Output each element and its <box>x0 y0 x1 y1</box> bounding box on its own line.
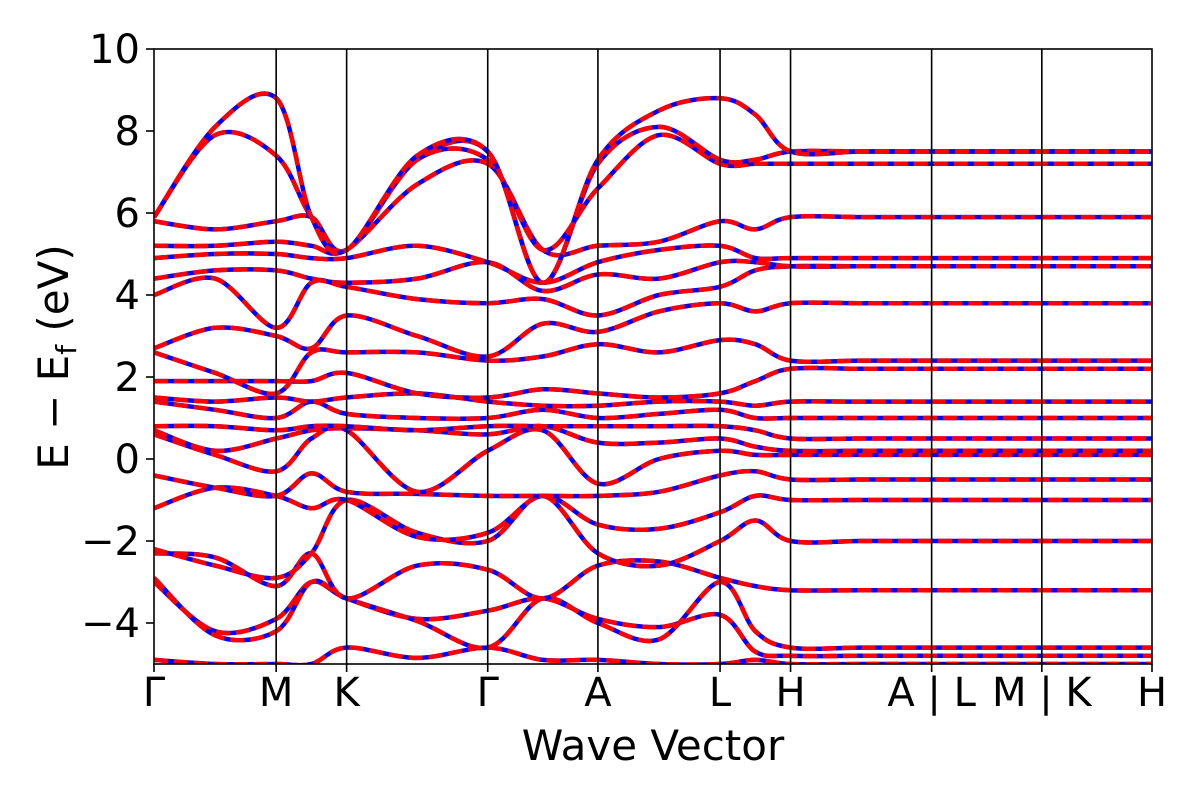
x-tick-label: Γ <box>143 670 166 716</box>
band-22-spin-up <box>154 91 1152 285</box>
y-axis-title-subscript: f <box>50 344 83 355</box>
y-tick-label: 4 <box>115 273 140 319</box>
y-tick-label: 8 <box>115 109 140 155</box>
y-ticks-layer: 10 8 6 4 2 0 −2 −4 <box>81 27 154 647</box>
bands-layer <box>154 91 1152 664</box>
band-15-spin-down <box>154 300 1152 359</box>
band-14-spin-down <box>154 337 1152 397</box>
band-6-spin-up <box>154 485 1152 543</box>
y-tick-label: 2 <box>115 355 140 401</box>
band-4-spin-down <box>154 551 1152 601</box>
x-tick-label: M | K <box>992 670 1093 716</box>
x-tick-label: K <box>334 670 362 716</box>
y-axis-title-main: E − E <box>29 355 78 470</box>
band-18-spin-down <box>154 243 1152 285</box>
band-13-spin-down <box>154 365 1152 400</box>
x-tick-label: M <box>259 670 294 716</box>
y-tick-label: −2 <box>81 519 140 565</box>
band-7-spin-down <box>154 468 1152 499</box>
band-12-spin-down <box>154 391 1152 409</box>
band-2-spin-down <box>154 579 1152 659</box>
band-19-spin-down <box>154 158 1152 258</box>
x-tick-label: A | L <box>887 670 976 716</box>
band-9-spin-down <box>154 423 1152 454</box>
kpoint-lines-layer <box>275 49 1043 664</box>
y-axis-title-unit: (eV) <box>29 244 78 345</box>
band-6-spin-down <box>154 485 1152 543</box>
band-8-spin-down <box>154 424 1152 495</box>
y-tick-label: 6 <box>115 191 140 237</box>
band-17-spin-down <box>154 258 1152 294</box>
band-5-spin-down <box>154 493 1152 581</box>
band-3-spin-down <box>154 576 1152 652</box>
y-tick-label: 0 <box>115 437 140 483</box>
band-10-spin-down <box>154 423 1152 442</box>
x-axis-title: Wave Vector <box>522 721 785 770</box>
x-tick-label: A <box>584 670 612 716</box>
x-tick-label: H <box>1137 670 1167 716</box>
plot-frame <box>153 48 1153 665</box>
y-tick-label: 10 <box>89 27 140 73</box>
x-tick-label: Γ <box>477 670 500 716</box>
x-tick-label: H <box>776 670 806 716</box>
y-tick-label: −4 <box>81 601 140 647</box>
x-tick-label: L <box>709 670 732 716</box>
y-axis-title: E − Ef (eV) <box>29 244 83 470</box>
